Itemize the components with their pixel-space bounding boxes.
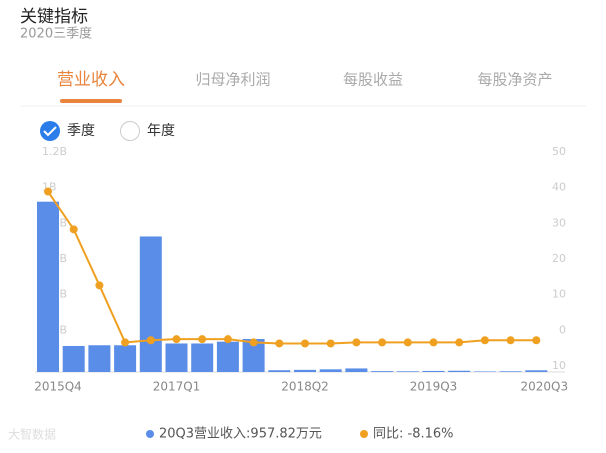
tab[interactable]: 归母净利润 (195, 71, 270, 89)
bar (525, 370, 548, 372)
radio[interactable] (120, 121, 140, 141)
legend-label: 20Q3营业收入:957.82万元 (159, 427, 322, 442)
line-point (506, 336, 515, 345)
y2-tick-label: 0 (559, 323, 566, 336)
line-point (172, 335, 181, 344)
bar (422, 370, 445, 372)
y2-tick-label: 20 (552, 252, 566, 265)
line-point (403, 338, 412, 347)
y2-tick-label: 50 (552, 145, 566, 158)
tab[interactable]: 每股净资产 (477, 71, 552, 89)
subtitle: 2020三季度 (20, 26, 92, 42)
x-tick-label: 2015Q4 (34, 380, 82, 394)
tab-underline (60, 99, 122, 103)
line (47, 190, 537, 345)
line-point (223, 335, 232, 344)
line-point (146, 336, 155, 345)
check (43, 126, 57, 137)
bar (268, 370, 291, 372)
tab[interactable]: 每股收益 (343, 71, 403, 89)
line-point (275, 339, 284, 348)
title: 关键指标 (20, 7, 88, 27)
line-point (198, 335, 207, 344)
line-point (44, 187, 52, 196)
bar (473, 371, 496, 372)
line-point (301, 339, 309, 348)
legend-label: 同比: -8.16% (373, 427, 454, 442)
bar (114, 345, 137, 372)
line-point (532, 336, 541, 345)
y2-tick-label: 10 (552, 359, 566, 372)
line-point (378, 338, 387, 347)
line-point (249, 338, 258, 347)
bar (319, 369, 342, 372)
line-point (121, 338, 130, 347)
x-tick-label: 2017Q1 (153, 380, 201, 394)
radio-label[interactable]: 年度 (147, 123, 175, 139)
bar (242, 339, 265, 372)
y2-tick-label: 30 (552, 216, 566, 229)
y2-tick-label: 40 (552, 181, 566, 194)
bar (396, 371, 419, 372)
line-point (95, 281, 104, 290)
bar (165, 343, 188, 372)
x-tick-label: 2018Q2 (281, 380, 329, 394)
bar (88, 345, 111, 372)
line-point (69, 225, 78, 234)
bar (62, 345, 85, 372)
watermark: 大智数据 (8, 427, 56, 442)
line-point (429, 338, 438, 347)
legend-dot (360, 430, 368, 438)
y-tick-label: 1.2B (42, 145, 67, 158)
x-tick-label: 2019Q3 (410, 380, 458, 394)
bar (216, 341, 239, 372)
bar (371, 371, 394, 372)
line-point (455, 338, 464, 347)
bar (499, 371, 522, 372)
tab[interactable]: 营业收入 (57, 70, 125, 90)
bar (294, 369, 316, 372)
x-tick-label: 2020Q3 (520, 380, 568, 394)
radio-label[interactable]: 季度 (67, 123, 95, 139)
line-point (326, 339, 335, 348)
y2-tick-label: 10 (552, 288, 566, 301)
bar (448, 370, 471, 372)
chart: 0B0.2B0.4B0.6B0.8B1B1.2B1001020304050201… (34, 145, 568, 442)
line-point (352, 338, 361, 347)
line-point (480, 336, 489, 345)
bar (139, 236, 162, 372)
radio-checked[interactable] (40, 121, 60, 141)
bar (37, 201, 59, 372)
bar (191, 343, 214, 372)
legend-dot (146, 430, 154, 438)
bar (345, 368, 368, 372)
